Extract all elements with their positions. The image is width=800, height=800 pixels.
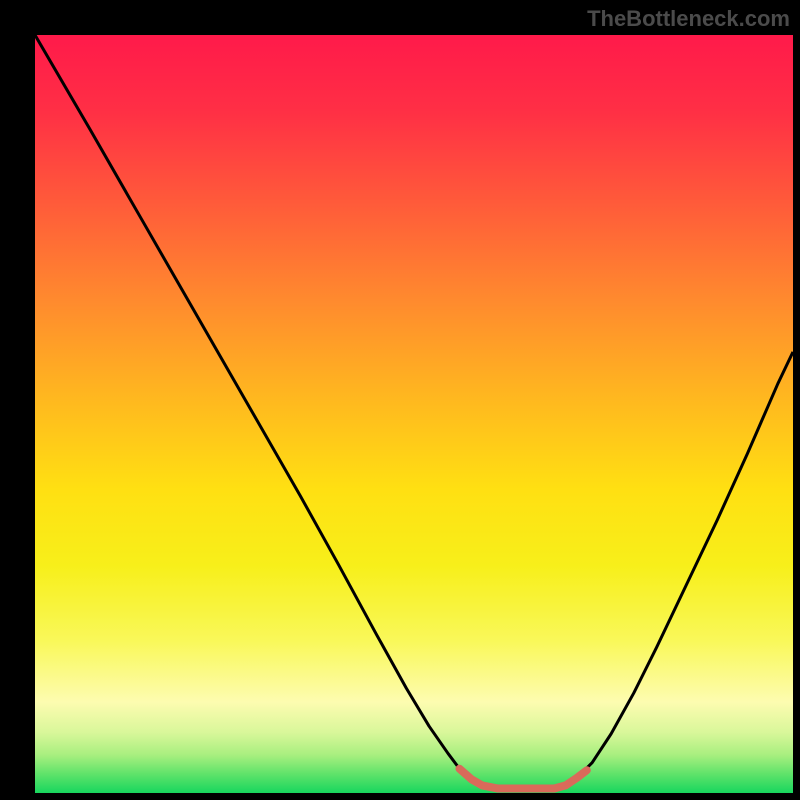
chart-plot [35,35,793,793]
watermark-text: TheBottleneck.com [587,6,790,32]
gradient-background [35,35,793,793]
chart-svg [35,35,793,793]
